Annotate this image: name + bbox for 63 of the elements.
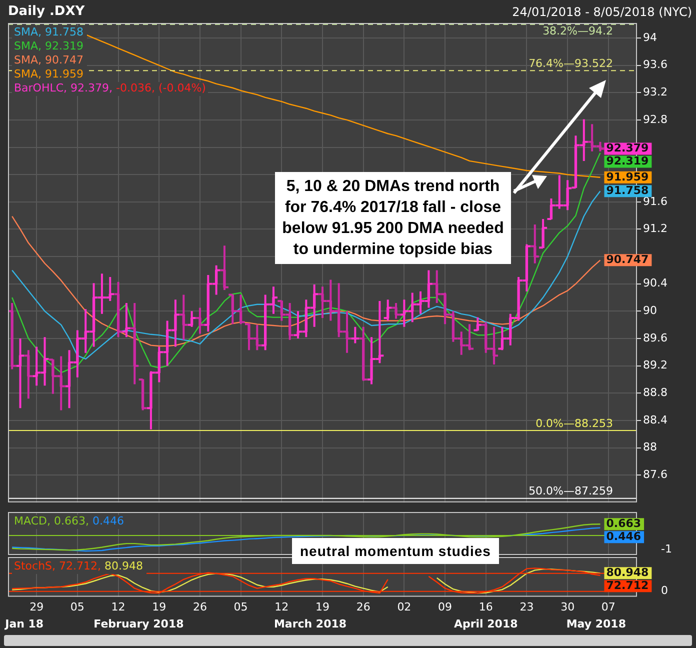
y-tick-label: 89.2 bbox=[643, 358, 668, 372]
y-tick-label: 93.2 bbox=[643, 86, 668, 99]
y-tick-label: 91.2 bbox=[643, 222, 668, 236]
data-label: 91.959 bbox=[606, 170, 649, 184]
text: SMA, 92.319 bbox=[14, 39, 84, 52]
series-label: StochS, 72.712, bbox=[14, 559, 102, 572]
ref-line-label: 76.4%—93.522 bbox=[528, 57, 613, 70]
y-tick-label: 93.6 bbox=[643, 58, 668, 72]
x-tick-label: 09 bbox=[438, 600, 452, 614]
series-label: MACD, 0.663, bbox=[14, 514, 89, 528]
annotation: 80.948 bbox=[606, 566, 649, 580]
y-tick-label: 92.8 bbox=[643, 112, 668, 126]
text: May 2018 bbox=[566, 617, 626, 630]
y-tick-label: 89.6 bbox=[643, 331, 668, 344]
data-label: 91.758 bbox=[606, 184, 649, 197]
y-tick-label: 94 bbox=[643, 30, 657, 44]
x-tick-label: 02 bbox=[397, 600, 412, 614]
x-tick-label: 29 bbox=[30, 600, 44, 614]
text: SMA, 91.959 bbox=[14, 67, 84, 80]
annotation: 72.712 bbox=[606, 579, 649, 592]
x-tick-label: 26 bbox=[192, 600, 207, 614]
text: 0 bbox=[661, 584, 668, 598]
y-tick-label: 91.6 bbox=[643, 194, 668, 208]
text: 92.379 bbox=[606, 142, 649, 155]
text: April 2018 bbox=[454, 617, 518, 630]
ref-line-label: 50.0%—87.259 bbox=[528, 484, 613, 498]
annotation: -0.036, (-0.04%) bbox=[116, 81, 206, 94]
ref-line-label: 38.2%—94.2 bbox=[542, 24, 613, 38]
annotation: 0.446 bbox=[92, 514, 124, 528]
text: -1 bbox=[661, 542, 672, 556]
data-label: 92.319 bbox=[606, 154, 649, 168]
x-tick-label: 23 bbox=[520, 600, 534, 614]
text: BarOHLC, 92.379, bbox=[14, 81, 113, 94]
x-tick-label: 12 bbox=[274, 600, 289, 614]
chart-subtitle: 24/01/2018 - 8/05/2018 (NYC) bbox=[512, 5, 692, 19]
text: February 2018 bbox=[94, 617, 184, 630]
y-tick-label: 87.6 bbox=[643, 468, 668, 481]
annotation: 5, 10 & 20 DMAs trend north for 76.4% 2017/18 fall - close below 91.95 200 DMA needed to undermine topside bias bbox=[275, 172, 511, 264]
y-tick-label: 90.4 bbox=[643, 276, 668, 290]
y-tick-label: 88.4 bbox=[643, 413, 668, 426]
chart-title: Daily .DXY bbox=[8, 4, 85, 19]
x-tick-label: 07 bbox=[601, 600, 616, 614]
y-tick-label: 90 bbox=[643, 304, 657, 318]
x-tick-label: 26 bbox=[356, 600, 370, 614]
x-tick-label: 05 bbox=[70, 600, 84, 614]
series-label: 0.446 bbox=[606, 530, 642, 543]
x-tick-label: 30 bbox=[560, 600, 575, 614]
annotation: 0.663 bbox=[606, 516, 642, 530]
text: SMA, 90.747 bbox=[14, 53, 84, 66]
x-tick-label: 19 bbox=[152, 600, 166, 614]
y-tick-label: 88.8 bbox=[643, 386, 668, 399]
x-tick-label: 16 bbox=[478, 600, 493, 614]
annotation: neutral momentum studies bbox=[292, 538, 499, 564]
series-label: 80.948 bbox=[104, 559, 144, 572]
text: SMA, 91.758 bbox=[14, 25, 84, 38]
x-tick-label: 05 bbox=[234, 600, 248, 614]
ref-line-label: 0.0%—88.253 bbox=[536, 416, 613, 430]
x-tick-label: 19 bbox=[316, 600, 330, 614]
x-tick-label: 12 bbox=[111, 600, 126, 614]
data-label: 90.747 bbox=[606, 253, 649, 266]
y-tick-label: 88 bbox=[643, 440, 657, 454]
text: Jan 18 bbox=[4, 617, 44, 630]
text: March 2018 bbox=[274, 617, 347, 630]
